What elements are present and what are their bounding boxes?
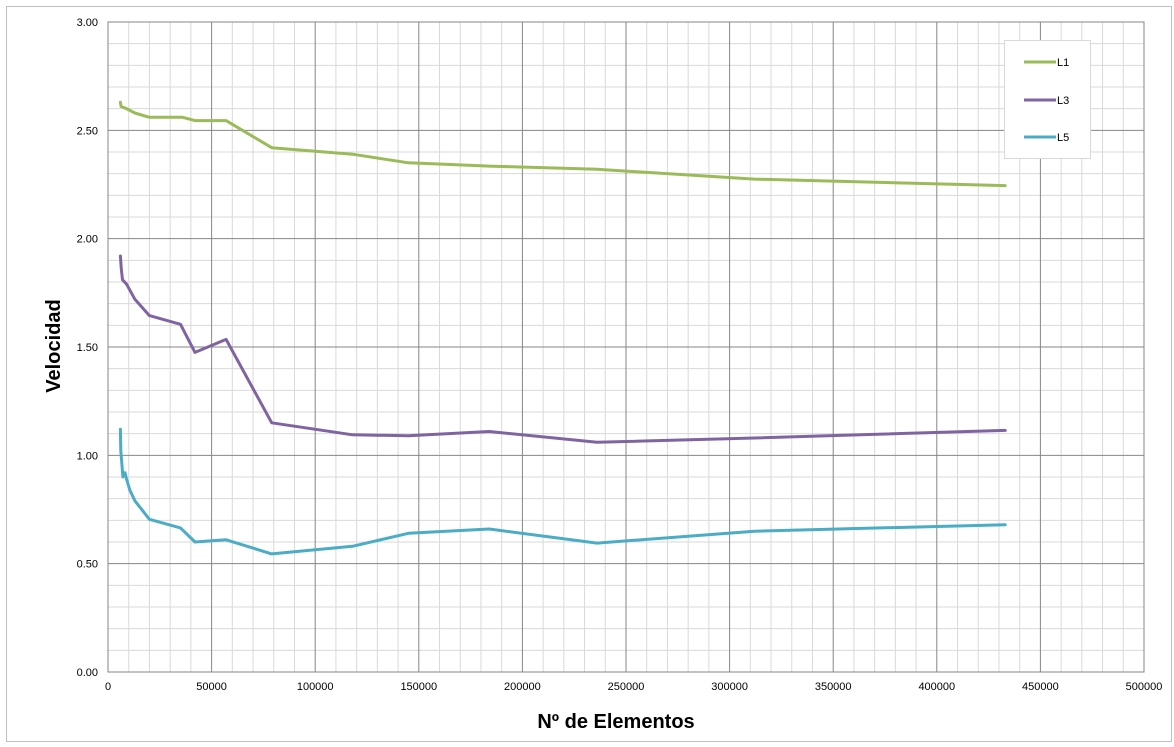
x-tick-label: 0 <box>105 681 111 693</box>
x-axis-title: Nº de Elementos <box>537 711 694 733</box>
y-tick-label: 3.00 <box>77 17 98 29</box>
legend-label-l1: L1 <box>1057 57 1069 69</box>
y-tick-label: 2.00 <box>77 234 98 246</box>
x-tick-label: 100000 <box>297 681 334 693</box>
y-axis-title: Velocidad <box>43 299 65 392</box>
legend: L1 L3 L5 <box>1004 40 1091 159</box>
y-tick-label: 1.50 <box>77 342 98 354</box>
series-lines <box>118 100 1007 556</box>
x-tick-label: 300000 <box>711 681 748 693</box>
x-tick-label: 50000 <box>196 681 227 693</box>
series-line-l5 <box>118 427 1007 556</box>
y-axis-tick-labels: 0.00 0.50 1.00 1.50 2.00 2.50 3.00 <box>77 17 98 679</box>
x-tick-label: 200000 <box>504 681 541 693</box>
x-tick-label: 450000 <box>1022 681 1059 693</box>
series-line-l1 <box>118 100 1007 188</box>
y-tick-label: 2.50 <box>77 125 98 137</box>
x-tick-label: 500000 <box>1126 681 1163 693</box>
x-tick-label: 250000 <box>608 681 645 693</box>
x-axis-tick-labels: 0 50000 100000 150000 200000 250000 300000 3500… <box>105 681 1162 693</box>
plot-area <box>107 21 1145 673</box>
legend-label-l5: L5 <box>1057 132 1069 144</box>
series-line-l3 <box>118 254 1007 444</box>
legend-label-l3: L3 <box>1057 95 1069 107</box>
x-tick-label: 350000 <box>815 681 852 693</box>
x-tick-label: 150000 <box>400 681 437 693</box>
y-tick-label: 1.00 <box>77 450 98 462</box>
y-tick-label: 0.00 <box>77 667 98 679</box>
y-tick-label: 0.50 <box>77 559 98 571</box>
x-tick-label: 400000 <box>918 681 955 693</box>
major-gridlines <box>108 22 1144 672</box>
chart-border <box>6 6 1172 742</box>
